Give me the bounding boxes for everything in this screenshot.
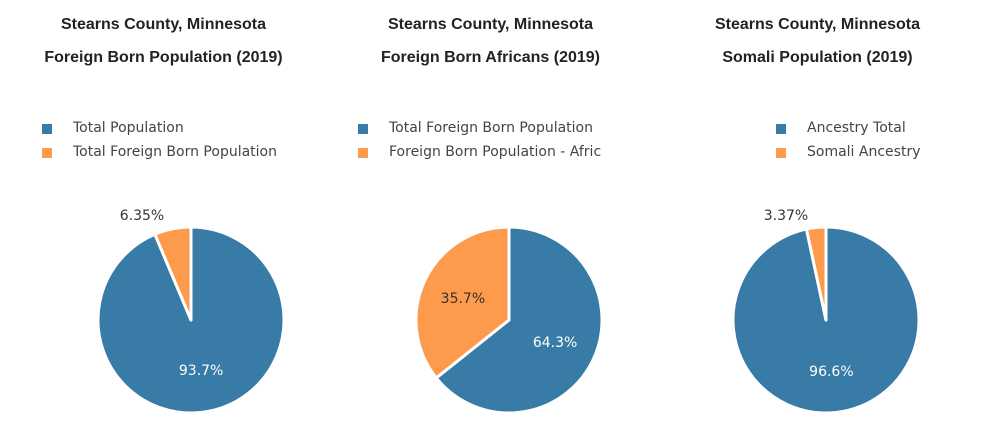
- pie-slice-label: 35.7%: [441, 291, 485, 307]
- chart-somali-population: Stearns County, Minnesota Somali Populat…: [654, 0, 981, 437]
- legend-label: Ancestry Total: [807, 120, 906, 136]
- pie-chart: 96.6% 3.37%: [731, 208, 921, 415]
- legend-swatch: [358, 124, 368, 134]
- pie-slice-label: 64.3%: [533, 335, 577, 351]
- pie-slice-2[interactable]: [804, 225, 828, 322]
- legend-swatch: [776, 148, 786, 158]
- pie-slice-label: 93.7%: [179, 363, 223, 379]
- pie-chart: 93.7% 6.35%: [96, 208, 286, 415]
- chart-title: Stearns County, Minnesota: [387, 16, 594, 33]
- chart-subtitle: Foreign Born Africans (2019): [380, 49, 600, 66]
- chart-foreign-born-africans: Stearns County, Minnesota Foreign Born A…: [327, 0, 654, 437]
- pie-slice-2[interactable]: [414, 225, 511, 380]
- legend-label: Foreign Born Population - Afric: [389, 144, 602, 160]
- pie-slice-label: 96.6%: [809, 364, 853, 380]
- legend-swatch: [776, 124, 786, 134]
- legend-swatch: [42, 124, 52, 134]
- chart-title: Stearns County, Minnesota: [60, 16, 267, 33]
- legend-label: Total Foreign Born Population: [389, 120, 593, 136]
- pie-slice-label: 3.37%: [764, 208, 808, 224]
- pie-slice-label: 6.35%: [120, 208, 164, 224]
- chart-foreign-born-population: Stearns County, Minnesota Foreign Born P…: [0, 0, 327, 437]
- legend-label: Total Population: [73, 120, 184, 136]
- legend-label: Total Foreign Born Population: [73, 144, 277, 160]
- legend-swatch: [42, 148, 52, 158]
- chart-title: Stearns County, Minnesota: [714, 16, 921, 33]
- pie-slice-2[interactable]: [153, 225, 193, 322]
- chart-subtitle: Foreign Born Population (2019): [44, 49, 283, 66]
- legend-swatch: [358, 148, 368, 158]
- chart-subtitle: Somali Population (2019): [722, 49, 913, 66]
- pie-slice-1[interactable]: [434, 225, 604, 415]
- pie-chart: 64.3% 35.7%: [414, 225, 604, 415]
- legend-label: Somali Ancestry: [807, 144, 921, 160]
